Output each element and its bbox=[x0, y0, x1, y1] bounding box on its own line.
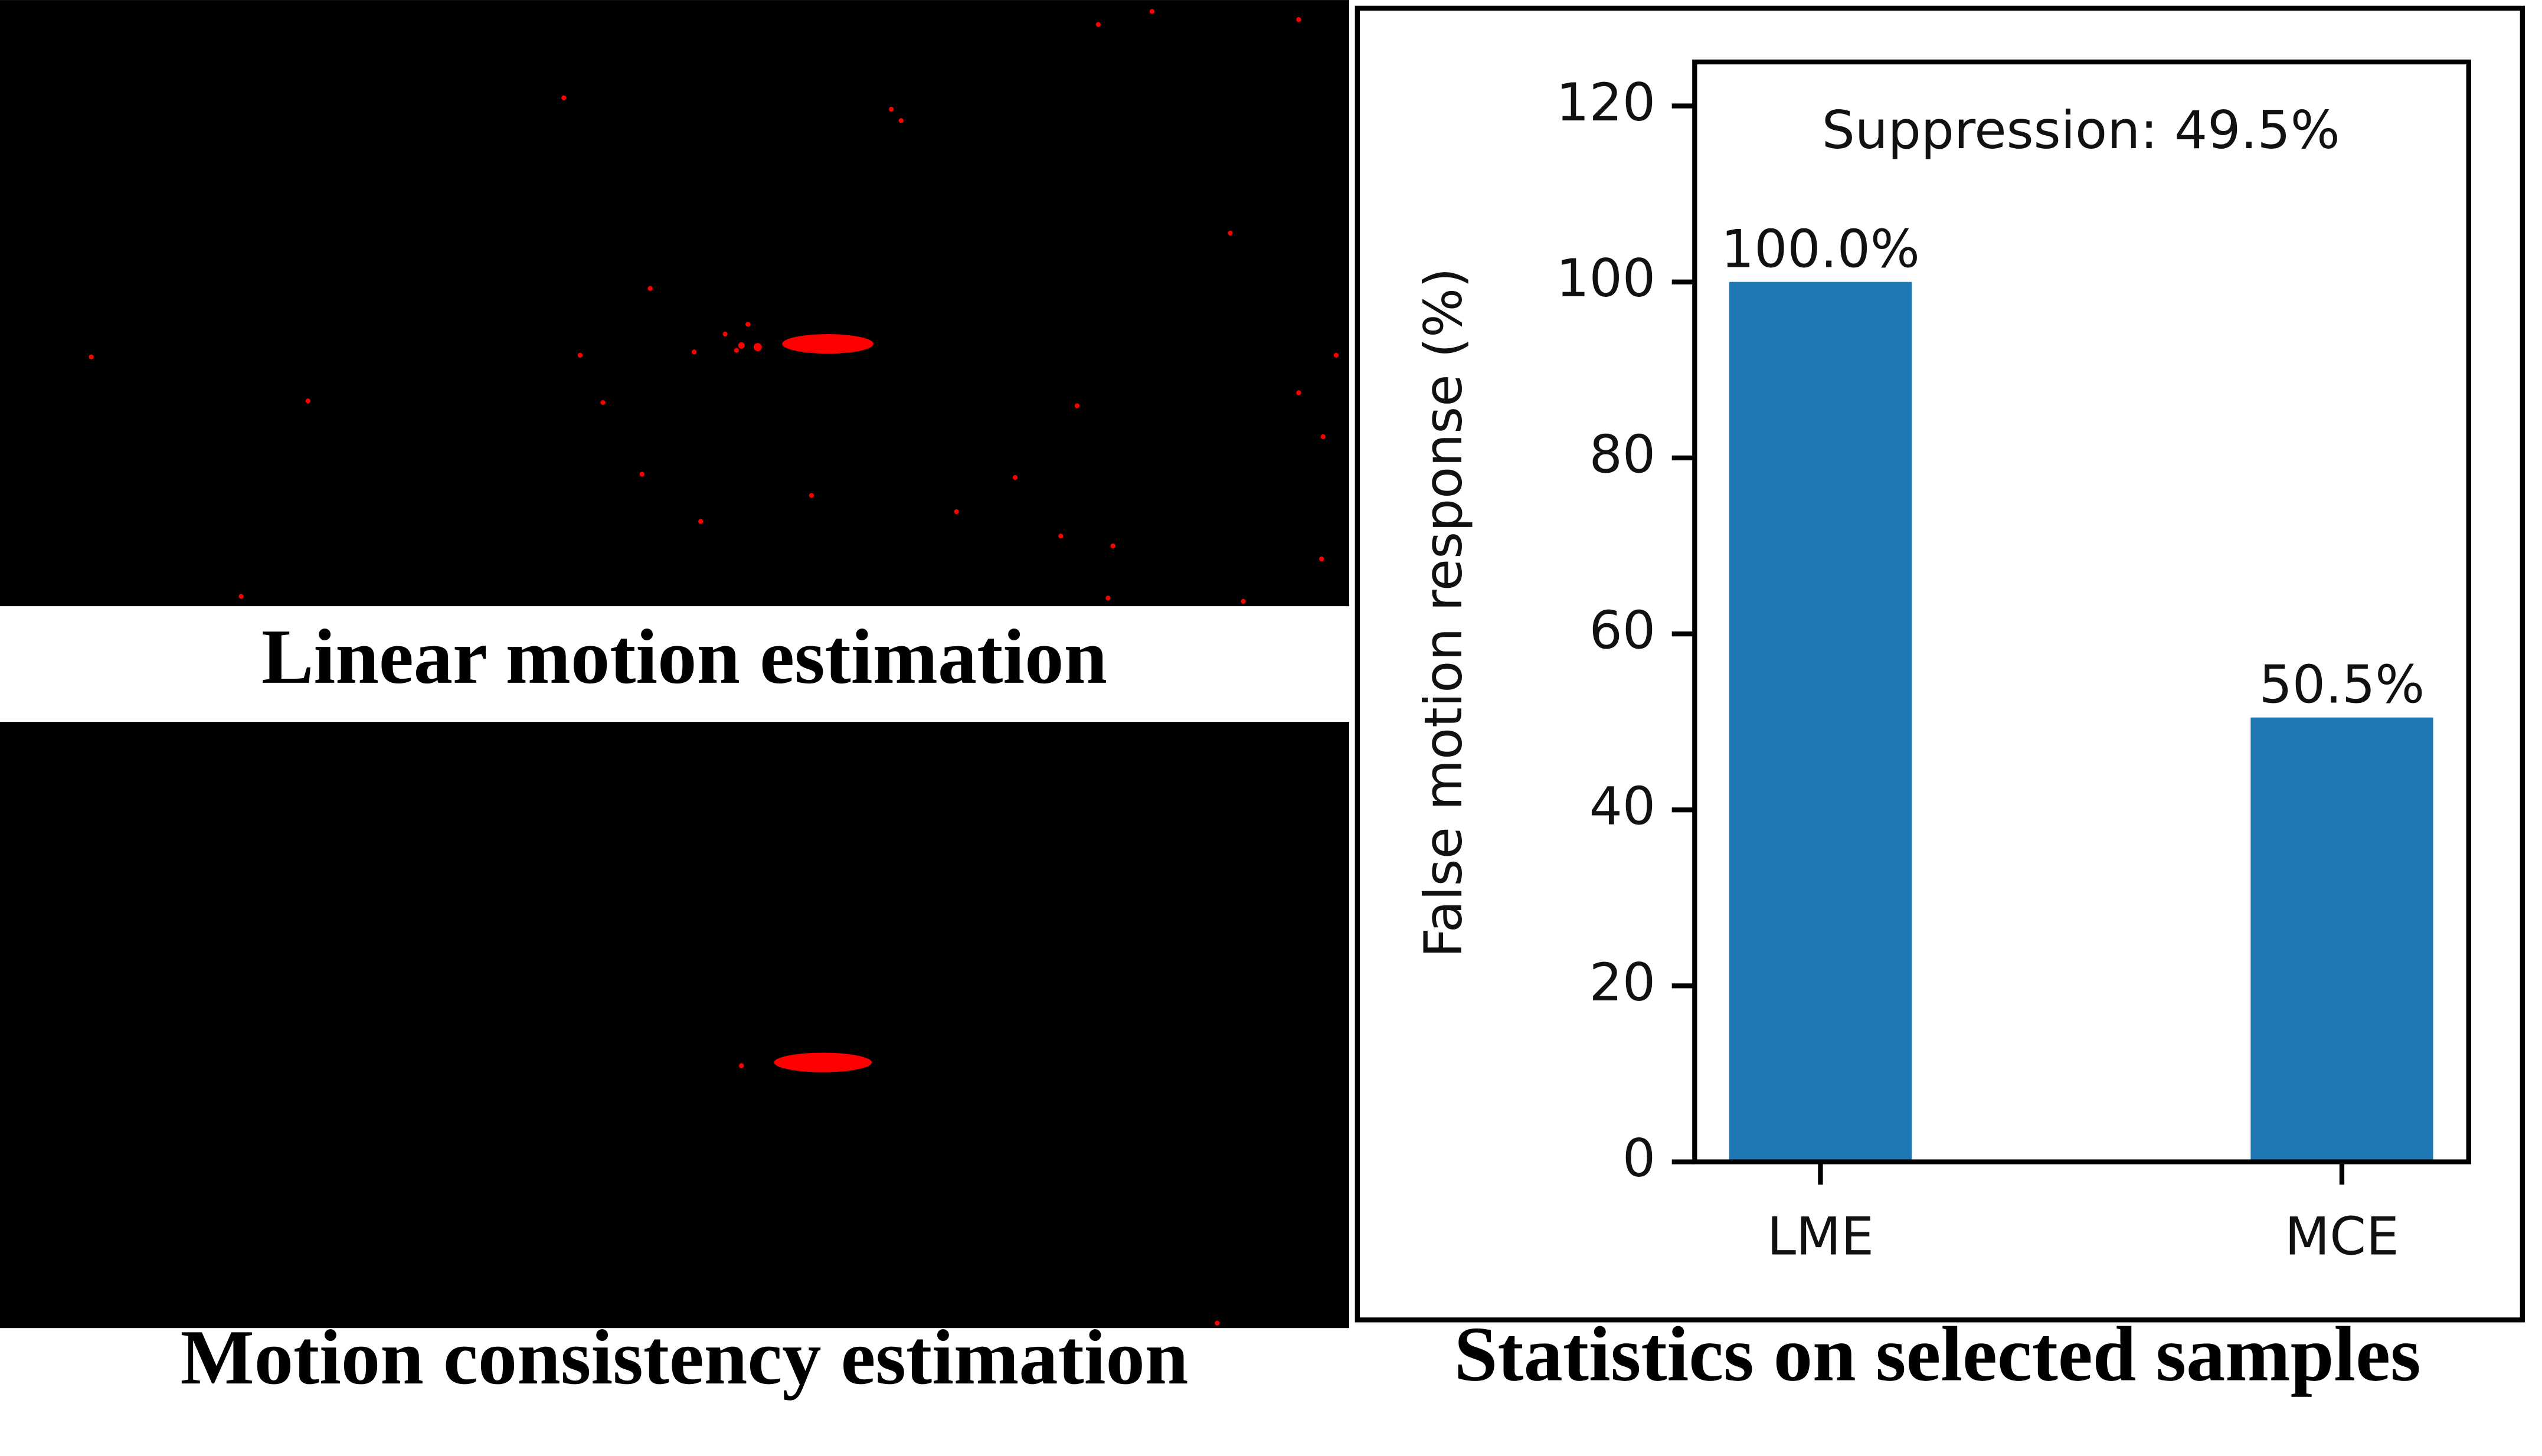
panel-caption: Motion consistency estimation bbox=[181, 1314, 1189, 1401]
y-tick-label: 100 bbox=[1556, 248, 1656, 309]
x-tick-label: MCE bbox=[2285, 1206, 2399, 1267]
annotation: Suppression: 49.5% bbox=[1822, 100, 2340, 161]
y-tick-label: 80 bbox=[1589, 424, 1656, 485]
value-label: 100.0% bbox=[1721, 218, 1920, 279]
panel-caption: Linear motion estimation bbox=[261, 613, 1107, 700]
y-tick-label: 20 bbox=[1589, 952, 1656, 1013]
mce-image bbox=[0, 722, 1350, 1329]
y-axis-label: False motion response (%) bbox=[1413, 268, 1474, 958]
bar bbox=[1729, 282, 1912, 1162]
lme-image bbox=[0, 0, 1350, 607]
plot-frame bbox=[1692, 59, 2471, 1164]
y-tick-label: 120 bbox=[1556, 72, 1656, 133]
y-tick-label: 0 bbox=[1622, 1128, 1656, 1189]
y-tick-label: 40 bbox=[1589, 776, 1656, 837]
chart-frame bbox=[1355, 5, 2525, 1323]
x-tick-label: LME bbox=[1767, 1206, 1874, 1267]
value-label: 50.5% bbox=[2259, 654, 2425, 715]
y-tick-label: 60 bbox=[1589, 600, 1656, 660]
panel-caption: Statistics on selected samples bbox=[1454, 1311, 2421, 1398]
bar bbox=[2250, 717, 2433, 1162]
